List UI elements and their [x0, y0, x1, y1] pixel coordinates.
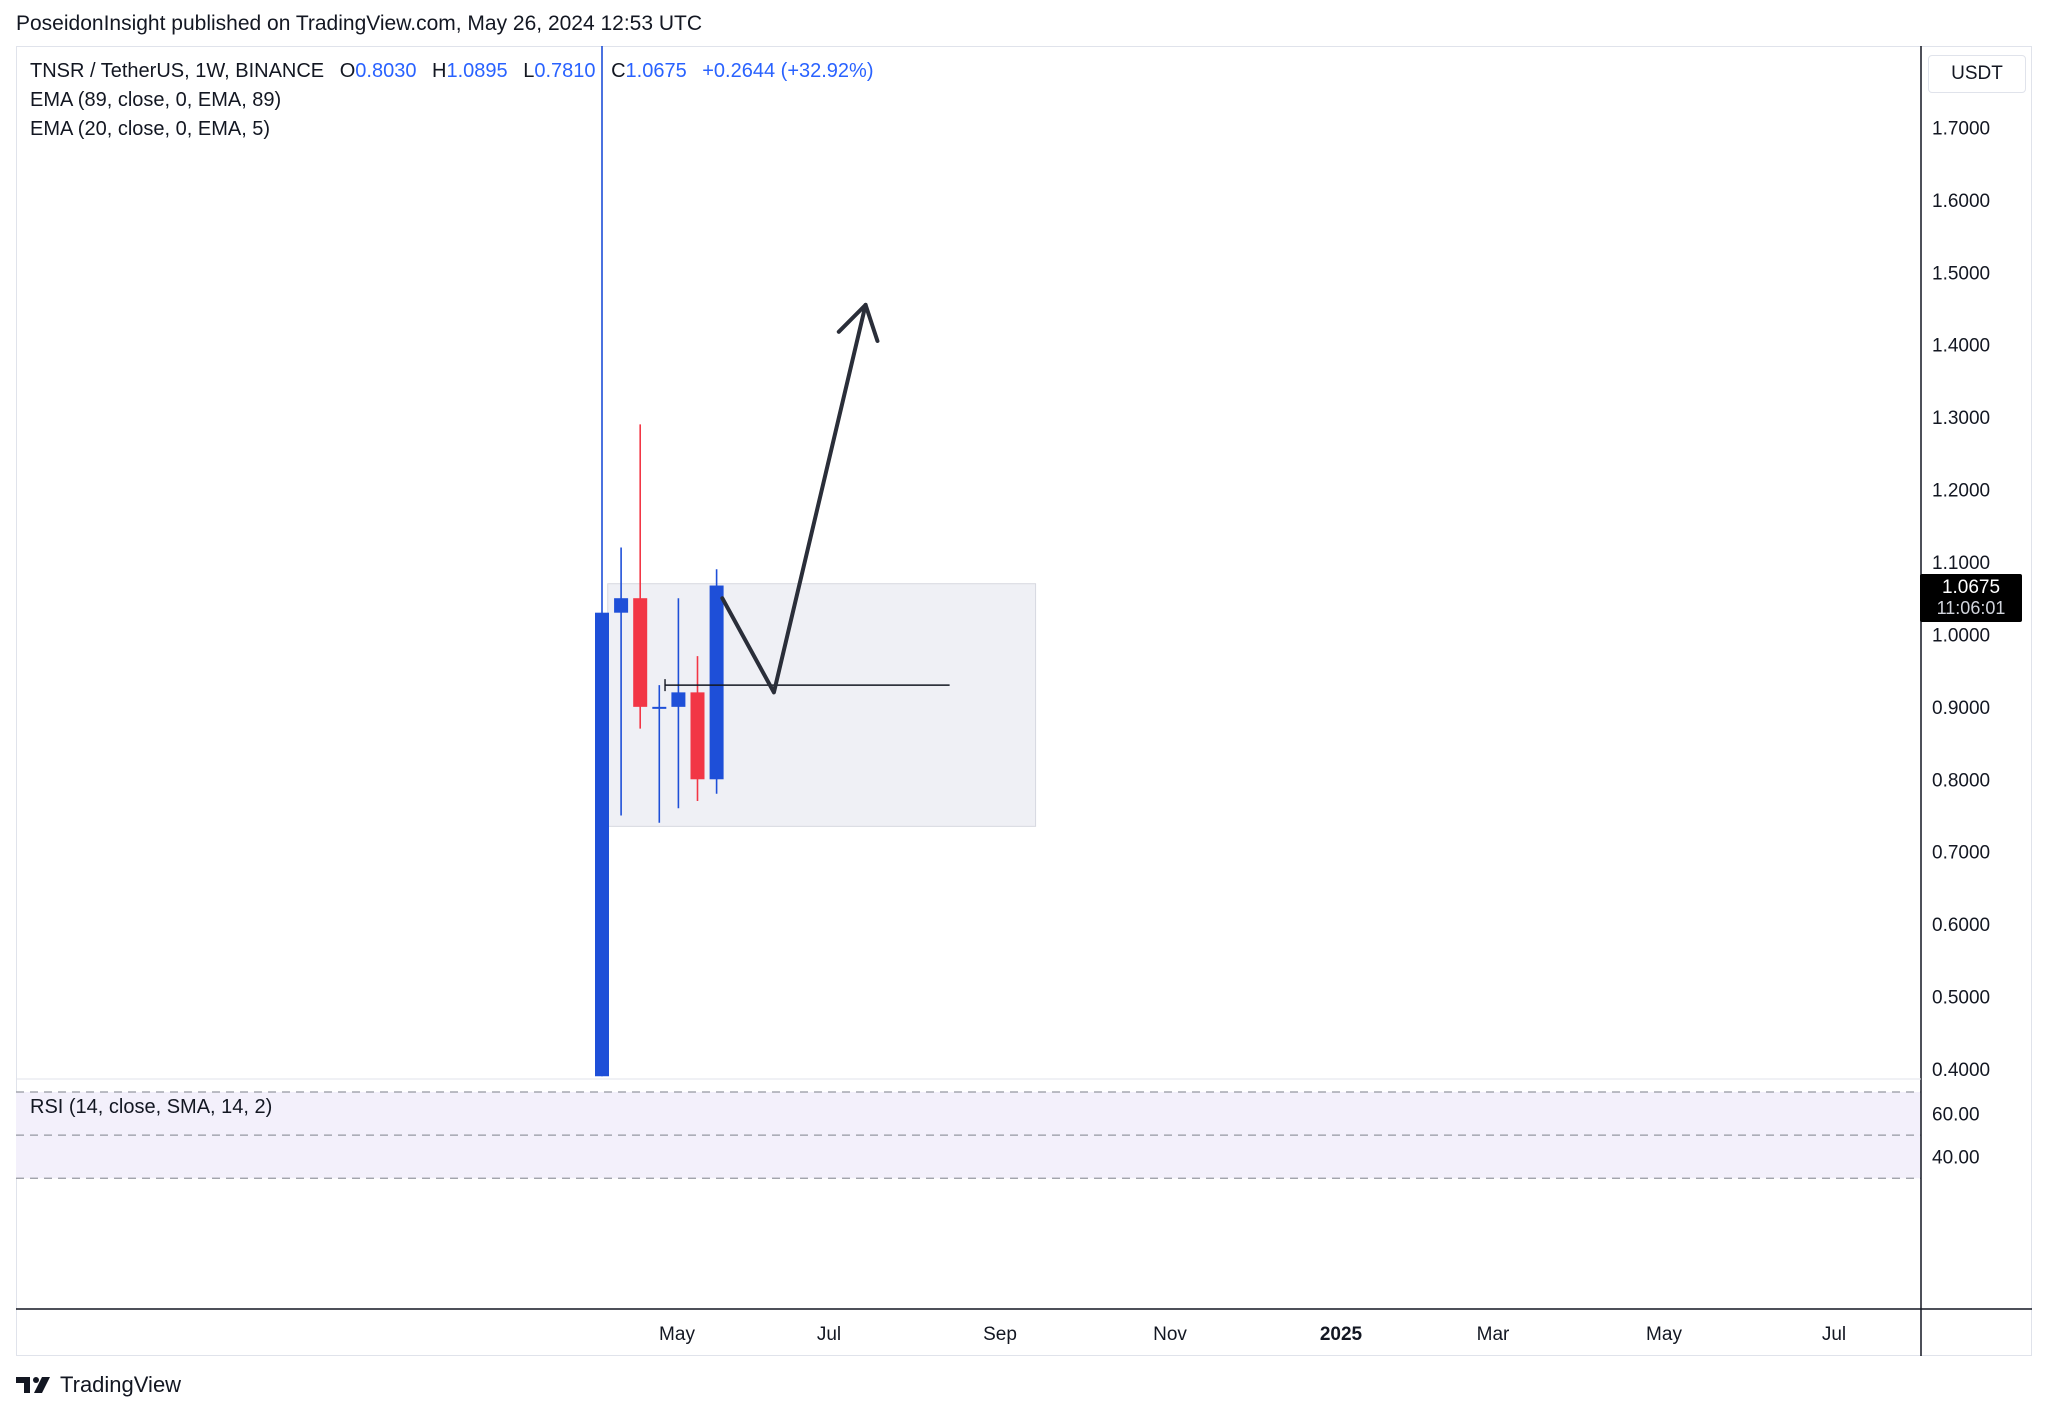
- tradingview-logo[interactable]: TradingView: [16, 1372, 181, 1398]
- candle-body: [595, 612, 609, 1077]
- bar-countdown: 11:06:01: [1936, 598, 2006, 618]
- time-tick-label: May: [659, 1324, 695, 1345]
- time-tick-label: May: [1646, 1324, 1682, 1345]
- candle-body: [652, 706, 667, 709]
- low-label: L: [523, 60, 535, 82]
- currency-button[interactable]: USDT: [1928, 55, 2026, 93]
- rsi-tick-label: 60.00: [1932, 1105, 1980, 1126]
- last-price-value: 1.0675: [1941, 577, 2001, 598]
- change-value: +0.2644 (+32.92%): [702, 60, 874, 82]
- candle-body: [671, 692, 686, 707]
- time-tick-label: Nov: [1153, 1324, 1187, 1345]
- time-tick-label: Mar: [1477, 1324, 1510, 1345]
- price-tick-label: 1.6000: [1932, 191, 1990, 212]
- low-value: 0.7810: [534, 60, 596, 82]
- high-label: H: [432, 60, 447, 82]
- open-label: O: [339, 60, 356, 82]
- ema-89-legend[interactable]: EMA (89, close, 0, EMA, 89): [30, 89, 282, 111]
- price-tick-label: 1.7000: [1932, 118, 1990, 139]
- candle-body: [633, 598, 648, 707]
- open-value: 0.8030: [355, 60, 417, 82]
- symbol-name[interactable]: TNSR / TetherUS, 1W, BINANCE: [30, 60, 325, 82]
- tradingview-logo-icon: [16, 1377, 50, 1393]
- published-caption: PoseidonInsight published on TradingView…: [16, 12, 703, 35]
- price-tick-label: 0.8000: [1932, 770, 1990, 791]
- candle-body: [709, 585, 724, 780]
- last-price-tag: 1.0675 11:06:01: [1920, 574, 2022, 622]
- price-tick-label: 1.3000: [1932, 408, 1990, 429]
- candles: [595, 46, 724, 1077]
- tradingview-brand: TradingView: [60, 1372, 182, 1397]
- drawings: [664, 302, 950, 695]
- price-tick-label: 0.4000: [1932, 1060, 1990, 1081]
- price-tick-label: 0.7000: [1932, 843, 1990, 864]
- axes: 1.7000 1.6000 1.5000 1.4000 1.3000 1.2000 1.10…: [16, 46, 2032, 1356]
- price-tick-label: 0.9000: [1932, 698, 1990, 719]
- high-value: 1.0895: [446, 60, 508, 82]
- close-value: 1.0675: [625, 60, 687, 82]
- candle-body: [614, 598, 629, 613]
- price-tick-label: 0.6000: [1932, 915, 1990, 936]
- candle-body: [690, 692, 705, 780]
- projection-arrow: [720, 302, 868, 695]
- price-tick-label: 1.5000: [1932, 263, 1990, 284]
- price-tick-label: 1.4000: [1932, 336, 1990, 357]
- ema-20-legend[interactable]: EMA (20, close, 0, EMA, 5): [30, 118, 271, 140]
- projection-arrowhead: [836, 302, 880, 343]
- chart-frame[interactable]: [16, 46, 2032, 1356]
- symbol-legend[interactable]: TNSR / TetherUS, 1W, BINANCE O0.8030 H1.…: [30, 60, 874, 83]
- price-tick-label: 1.1000: [1932, 553, 1990, 574]
- close-label: C: [611, 60, 626, 82]
- rsi-tick-label: 40.00: [1932, 1148, 1980, 1169]
- time-tick-label: 2025: [1320, 1324, 1363, 1345]
- price-tick-label: 0.5000: [1932, 988, 1990, 1009]
- time-tick-label: Jul: [817, 1324, 841, 1345]
- time-tick-label: Jul: [1822, 1324, 1846, 1345]
- price-tick-label: 1.0000: [1932, 625, 1990, 646]
- rsi-pane: [16, 1091, 1921, 1179]
- time-tick-label: Sep: [983, 1324, 1017, 1345]
- rsi-legend[interactable]: RSI (14, close, SMA, 14, 2): [30, 1096, 273, 1118]
- price-tick-label: 1.2000: [1932, 481, 1990, 502]
